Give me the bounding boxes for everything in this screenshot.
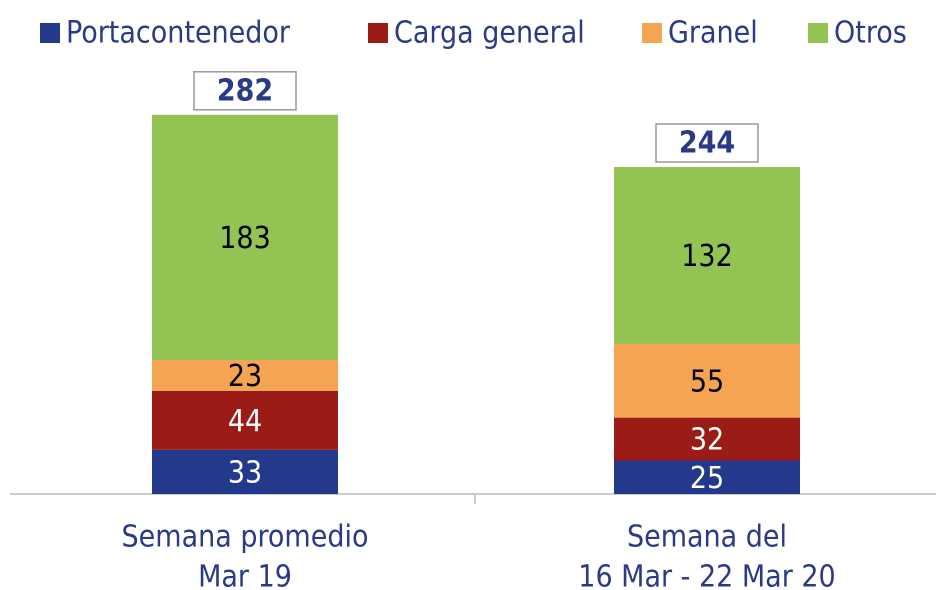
x-tick-label: Mar 19 <box>198 560 292 590</box>
bar-segment <box>152 449 338 494</box>
total-label: 244 <box>679 126 735 161</box>
data-label: 55 <box>690 364 724 399</box>
total-box <box>193 71 297 111</box>
legend-label: Granel <box>668 16 758 51</box>
legend-label: Portacontenedor <box>66 16 291 51</box>
legend-label: Otros <box>834 16 907 51</box>
legend-swatch <box>40 23 60 43</box>
bar-segment <box>152 114 338 360</box>
data-label: 132 <box>681 239 733 274</box>
legend-swatch <box>808 23 828 43</box>
bar-segment <box>152 360 338 391</box>
bar-segment <box>152 390 338 450</box>
data-label: 23 <box>228 359 262 394</box>
total-box <box>655 123 759 163</box>
legend-swatch <box>368 23 388 43</box>
bar-segment <box>614 343 800 418</box>
bar-segment <box>614 167 800 344</box>
legend-swatch <box>642 23 662 43</box>
data-label: 33 <box>228 455 262 490</box>
bar-segment <box>614 460 800 494</box>
data-label: 32 <box>690 423 724 458</box>
legend-label: Carga general <box>394 16 585 51</box>
bar-segment <box>614 417 800 461</box>
data-label: 183 <box>219 221 271 256</box>
x-tick-label: Semana promedio <box>122 520 369 555</box>
data-label: 25 <box>690 461 724 496</box>
data-label: 44 <box>228 404 262 439</box>
x-tick-label: 16 Mar - 22 Mar 20 <box>578 560 835 590</box>
total-label: 282 <box>217 73 273 108</box>
x-tick-label: Semana del <box>627 520 787 555</box>
